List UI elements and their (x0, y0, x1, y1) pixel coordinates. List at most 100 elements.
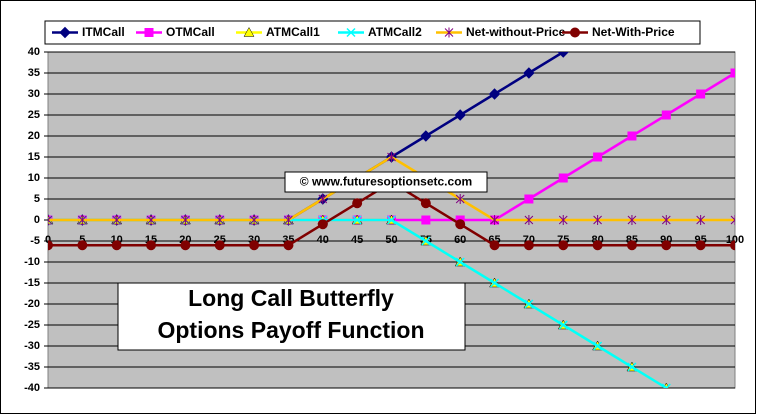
marker (215, 215, 225, 225)
marker (558, 173, 568, 183)
marker (558, 240, 569, 251)
marker (420, 198, 431, 209)
marker (317, 219, 328, 230)
legend-label: Net-without-Price (466, 25, 566, 39)
y-tick-label: 25 (28, 109, 40, 121)
y-tick-label: -5 (30, 235, 40, 247)
marker (386, 215, 397, 225)
y-tick-label: -30 (24, 340, 40, 352)
legend-label: ATMCall2 (368, 25, 422, 39)
marker (283, 240, 294, 251)
marker (661, 110, 671, 120)
marker (346, 27, 356, 38)
marker (352, 215, 362, 225)
marker (444, 27, 454, 38)
y-tick-label: -35 (24, 361, 40, 373)
marker (696, 89, 706, 99)
marker (112, 215, 122, 225)
y-tick-label: -25 (24, 319, 40, 331)
marker (249, 215, 259, 225)
marker (455, 194, 465, 204)
marker (593, 341, 603, 351)
marker (181, 215, 190, 225)
legend-label: ITMCall (82, 25, 125, 39)
x-tick-label: 60 (454, 234, 466, 246)
marker (180, 240, 191, 251)
marker (454, 109, 466, 121)
marker (77, 215, 87, 225)
marker (523, 67, 535, 79)
y-tick-label: 35 (28, 67, 40, 79)
x-tick-label: 5 (79, 234, 85, 246)
y-tick-label: 5 (34, 193, 40, 205)
marker (626, 240, 637, 251)
legend-label: Net-With-Price (592, 25, 675, 39)
marker (524, 299, 534, 309)
marker (111, 240, 122, 251)
x-tick-label: 45 (351, 234, 363, 246)
marker (48, 215, 53, 225)
marker (249, 240, 260, 251)
marker (524, 194, 534, 204)
y-tick-label: -40 (24, 382, 40, 394)
marker (570, 27, 580, 38)
marker (490, 278, 500, 288)
chart-title: Options Payoff Function (157, 317, 424, 343)
annotation: © www.futuresoptionsetc.com (300, 175, 472, 189)
marker (146, 240, 157, 251)
x-tick-label: 40 (317, 234, 329, 246)
marker (695, 240, 706, 251)
marker (144, 28, 154, 37)
marker (421, 215, 431, 225)
marker (696, 215, 706, 225)
y-tick-label: 40 (28, 46, 40, 58)
marker (730, 68, 735, 78)
marker (77, 240, 88, 251)
marker (558, 320, 568, 330)
marker (352, 198, 363, 209)
marker (455, 257, 465, 267)
marker (661, 383, 671, 388)
y-tick-label: 20 (28, 130, 40, 142)
marker (593, 215, 602, 225)
marker (489, 240, 500, 251)
title-box (117, 282, 466, 351)
annotation-box (284, 171, 488, 193)
y-tick-label: 10 (28, 172, 40, 184)
marker (284, 215, 293, 225)
marker (557, 52, 569, 58)
marker (48, 240, 53, 251)
marker (627, 215, 637, 225)
chart-title: Long Call Butterfly (188, 285, 394, 311)
legend: ITMCall OTMCall ATMCall1 ATMCall2 Net-withou… (52, 25, 675, 39)
legend-label: OTMCall (166, 25, 215, 39)
marker (730, 240, 735, 251)
marker (214, 240, 225, 251)
marker (523, 240, 534, 251)
marker (661, 215, 671, 225)
marker (627, 362, 637, 372)
marker (592, 240, 603, 251)
y-tick-label: 0 (34, 214, 40, 226)
marker (387, 152, 396, 162)
legend-box (44, 20, 701, 45)
marker (593, 152, 603, 162)
marker (661, 240, 672, 251)
marker (455, 219, 466, 230)
marker (59, 26, 71, 39)
y-tick-label: 30 (28, 88, 40, 100)
marker (421, 236, 431, 246)
legend-label: ATMCall1 (266, 25, 320, 39)
marker (558, 215, 568, 225)
y-tick-label: -15 (24, 277, 40, 289)
x-tick-label: 100 (726, 234, 744, 246)
y-tick-label: 15 (28, 151, 40, 163)
marker (243, 26, 255, 37)
marker (730, 215, 735, 225)
y-tick-label: -20 (24, 298, 40, 310)
x-tick-label: 50 (385, 234, 397, 246)
marker (524, 215, 534, 225)
marker (627, 131, 637, 141)
marker (318, 194, 328, 204)
